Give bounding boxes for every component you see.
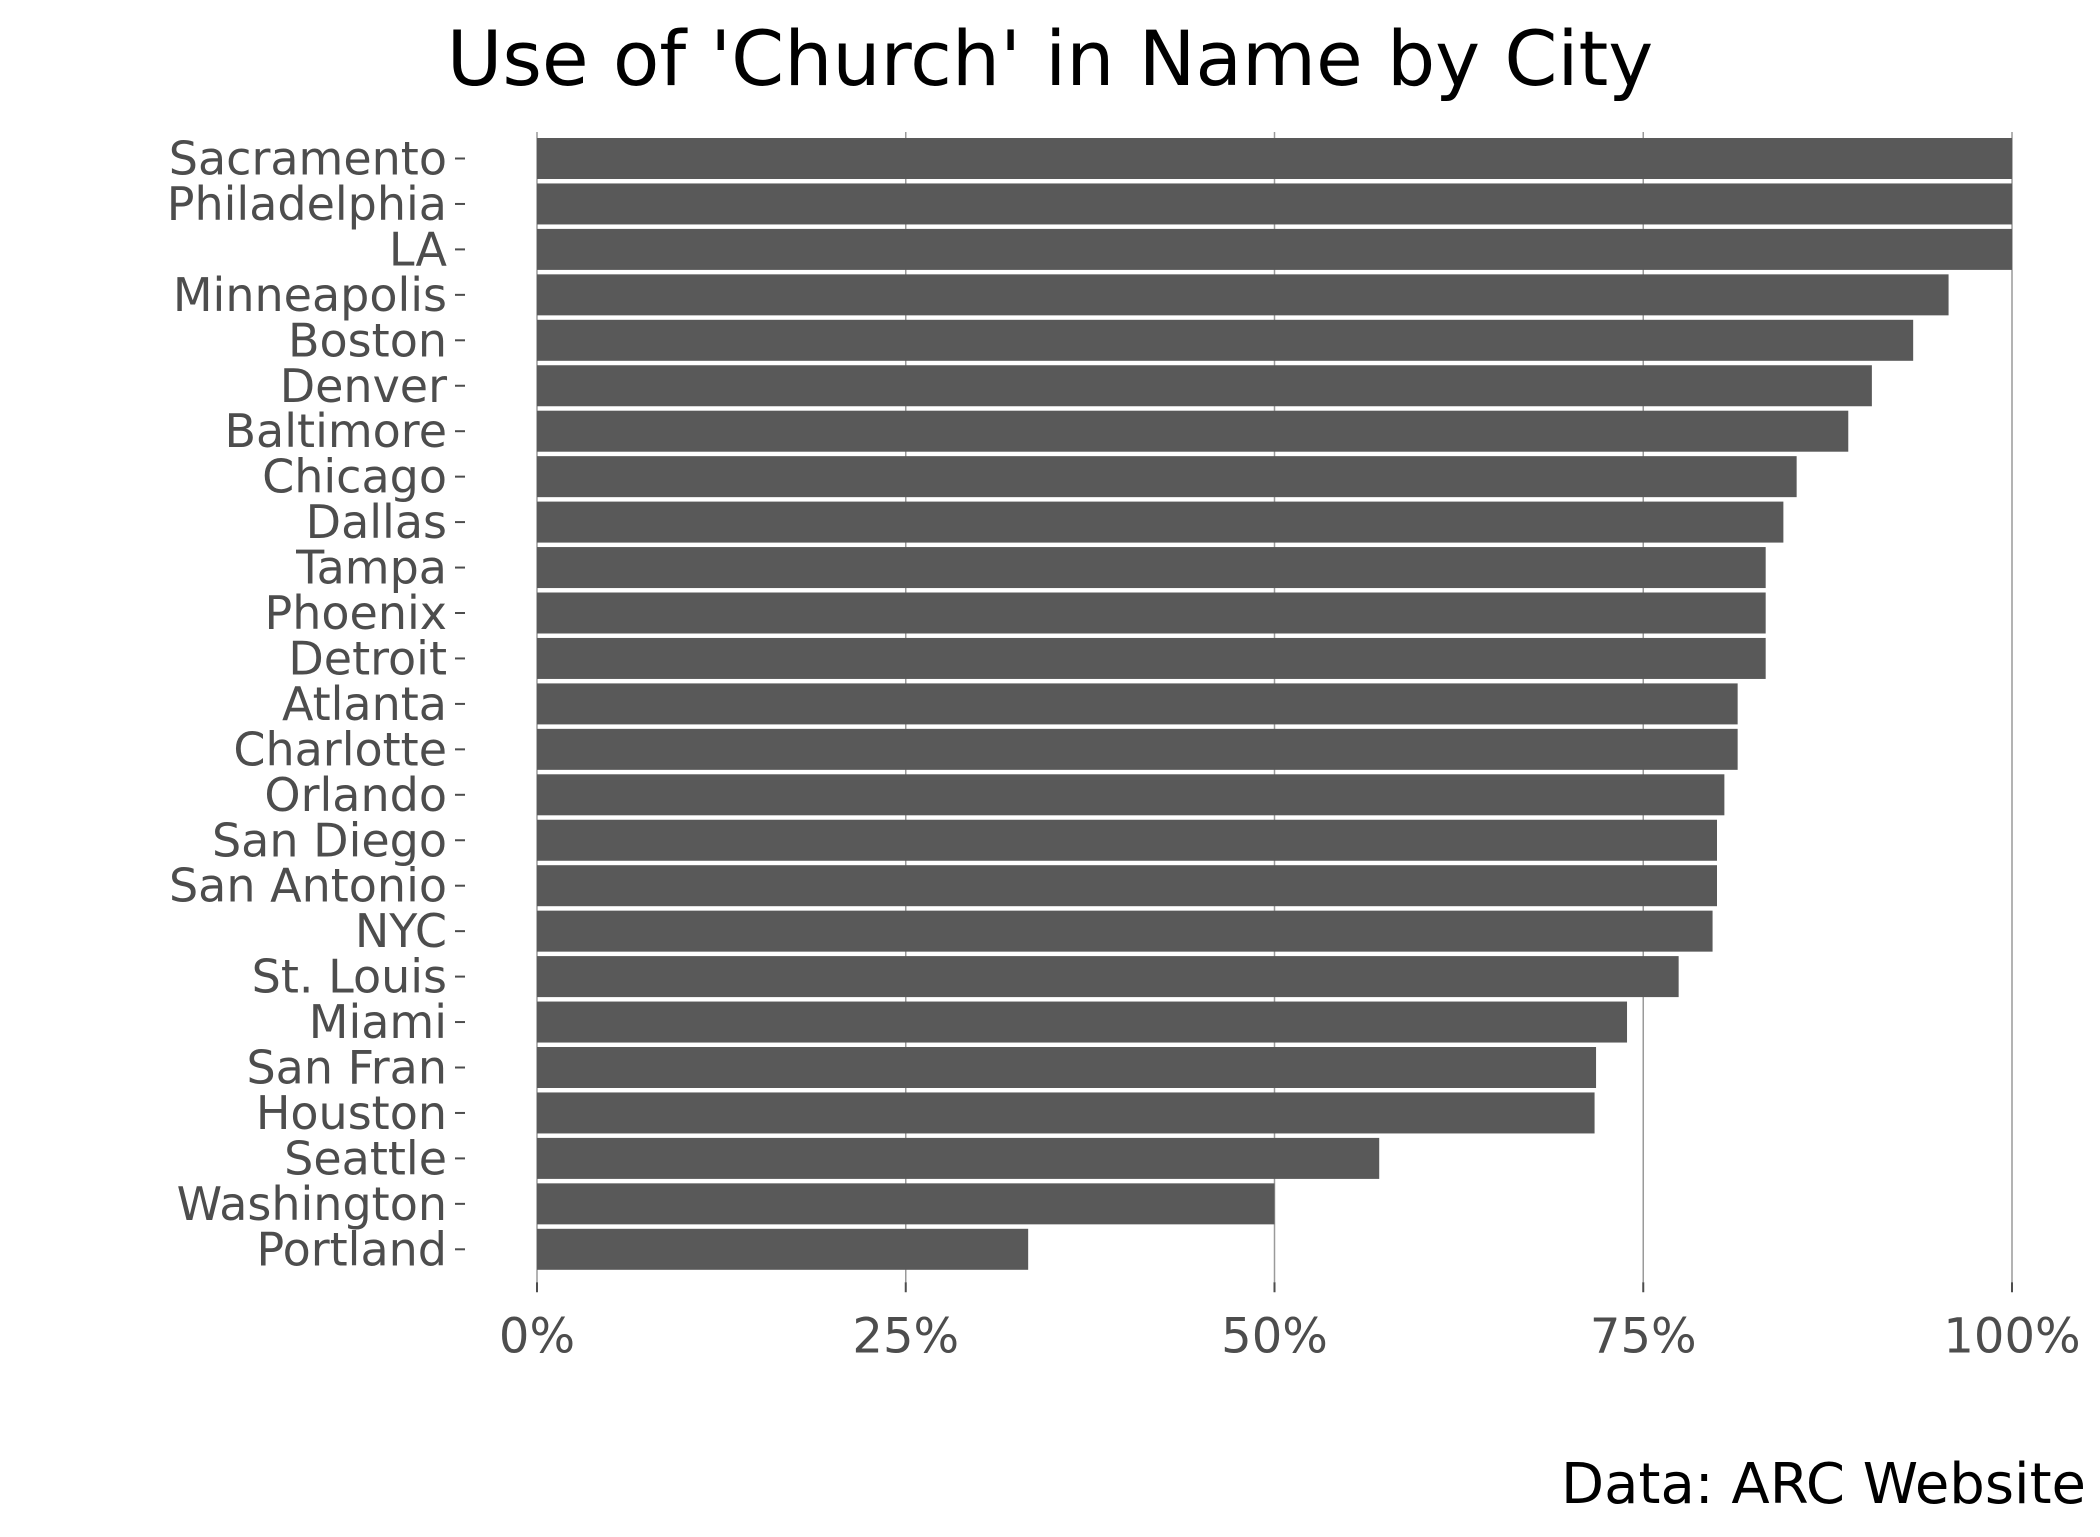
y-axis: SacramentoPhiladelphiaLAMinneapolisBosto… (167, 132, 465, 1276)
bar-boston (537, 319, 1914, 361)
y-tick-label: Atlanta (282, 677, 447, 731)
y-tick-label: Chicago (262, 450, 447, 504)
y-tick-label: Minneapolis (173, 268, 447, 322)
y-tick-label: Sacramento (169, 132, 447, 186)
y-tick-label: San Antonio (169, 859, 447, 913)
bar-san-antonio (537, 865, 1717, 907)
bar-houston (537, 1092, 1595, 1134)
bar-dallas (537, 501, 1784, 543)
y-tick-label: Charlotte (233, 722, 447, 776)
x-tick-label: 25% (852, 1308, 959, 1364)
bar-charlotte (537, 728, 1738, 770)
bar-seattle (537, 1137, 1380, 1179)
y-tick-label: San Fran (246, 1041, 447, 1095)
y-tick-label: Denver (280, 359, 447, 413)
data-source-caption: Data: ARC Website (1561, 1452, 2086, 1517)
x-tick-label: 0% (499, 1308, 575, 1364)
bar-phoenix (537, 592, 1766, 634)
y-tick-label: Orlando (264, 768, 447, 822)
bar-nyc (537, 910, 1713, 952)
y-tick-label: Seattle (284, 1131, 447, 1185)
bar-miami (537, 1001, 1628, 1043)
y-tick-label: Boston (288, 313, 447, 367)
bar-st-louis (537, 956, 1679, 998)
y-tick-label: Dallas (306, 495, 447, 549)
y-tick-label: Baltimore (225, 404, 448, 458)
y-tick-label: Miami (309, 995, 447, 1049)
y-tick-label: Tampa (295, 541, 447, 595)
bar-washington (537, 1183, 1275, 1225)
bar-atlanta (537, 683, 1738, 725)
y-tick-label: Phoenix (265, 586, 448, 640)
y-tick-label: San Diego (212, 813, 447, 867)
bar-baltimore (537, 410, 1849, 452)
y-tick-label: Houston (256, 1086, 447, 1140)
bar-orlando (537, 774, 1725, 816)
bar-denver (537, 365, 1872, 407)
bars (537, 138, 2012, 1270)
x-tick-label: 50% (1221, 1308, 1328, 1364)
bar-la (537, 228, 2012, 270)
bar-philadelphia (537, 183, 2012, 225)
x-tick-label: 75% (1590, 1308, 1697, 1364)
bar-chicago (537, 456, 1797, 498)
y-tick-label: LA (389, 222, 448, 276)
x-axis: 0% 25% 50% 75% 100% (499, 1282, 2081, 1364)
bar-detroit (537, 637, 1766, 679)
y-tick-label: Portland (256, 1222, 447, 1276)
bar-san-diego (537, 819, 1717, 861)
y-tick-label: NYC (355, 904, 447, 958)
chart-title: Use of 'Church' in Name by City (446, 14, 1654, 103)
y-tick-label: Detroit (288, 631, 447, 685)
bar-tampa (537, 547, 1766, 589)
bar-minneapolis (537, 274, 1949, 316)
bar-san-fran (537, 1047, 1597, 1088)
y-tick-label: St. Louis (252, 950, 447, 1004)
y-tick-label: Philadelphia (167, 177, 447, 231)
x-tick-label: 100% (1943, 1308, 2080, 1364)
bar-sacramento (537, 138, 2012, 179)
bar-portland (537, 1228, 1029, 1270)
y-tick-label: Washington (177, 1177, 447, 1231)
